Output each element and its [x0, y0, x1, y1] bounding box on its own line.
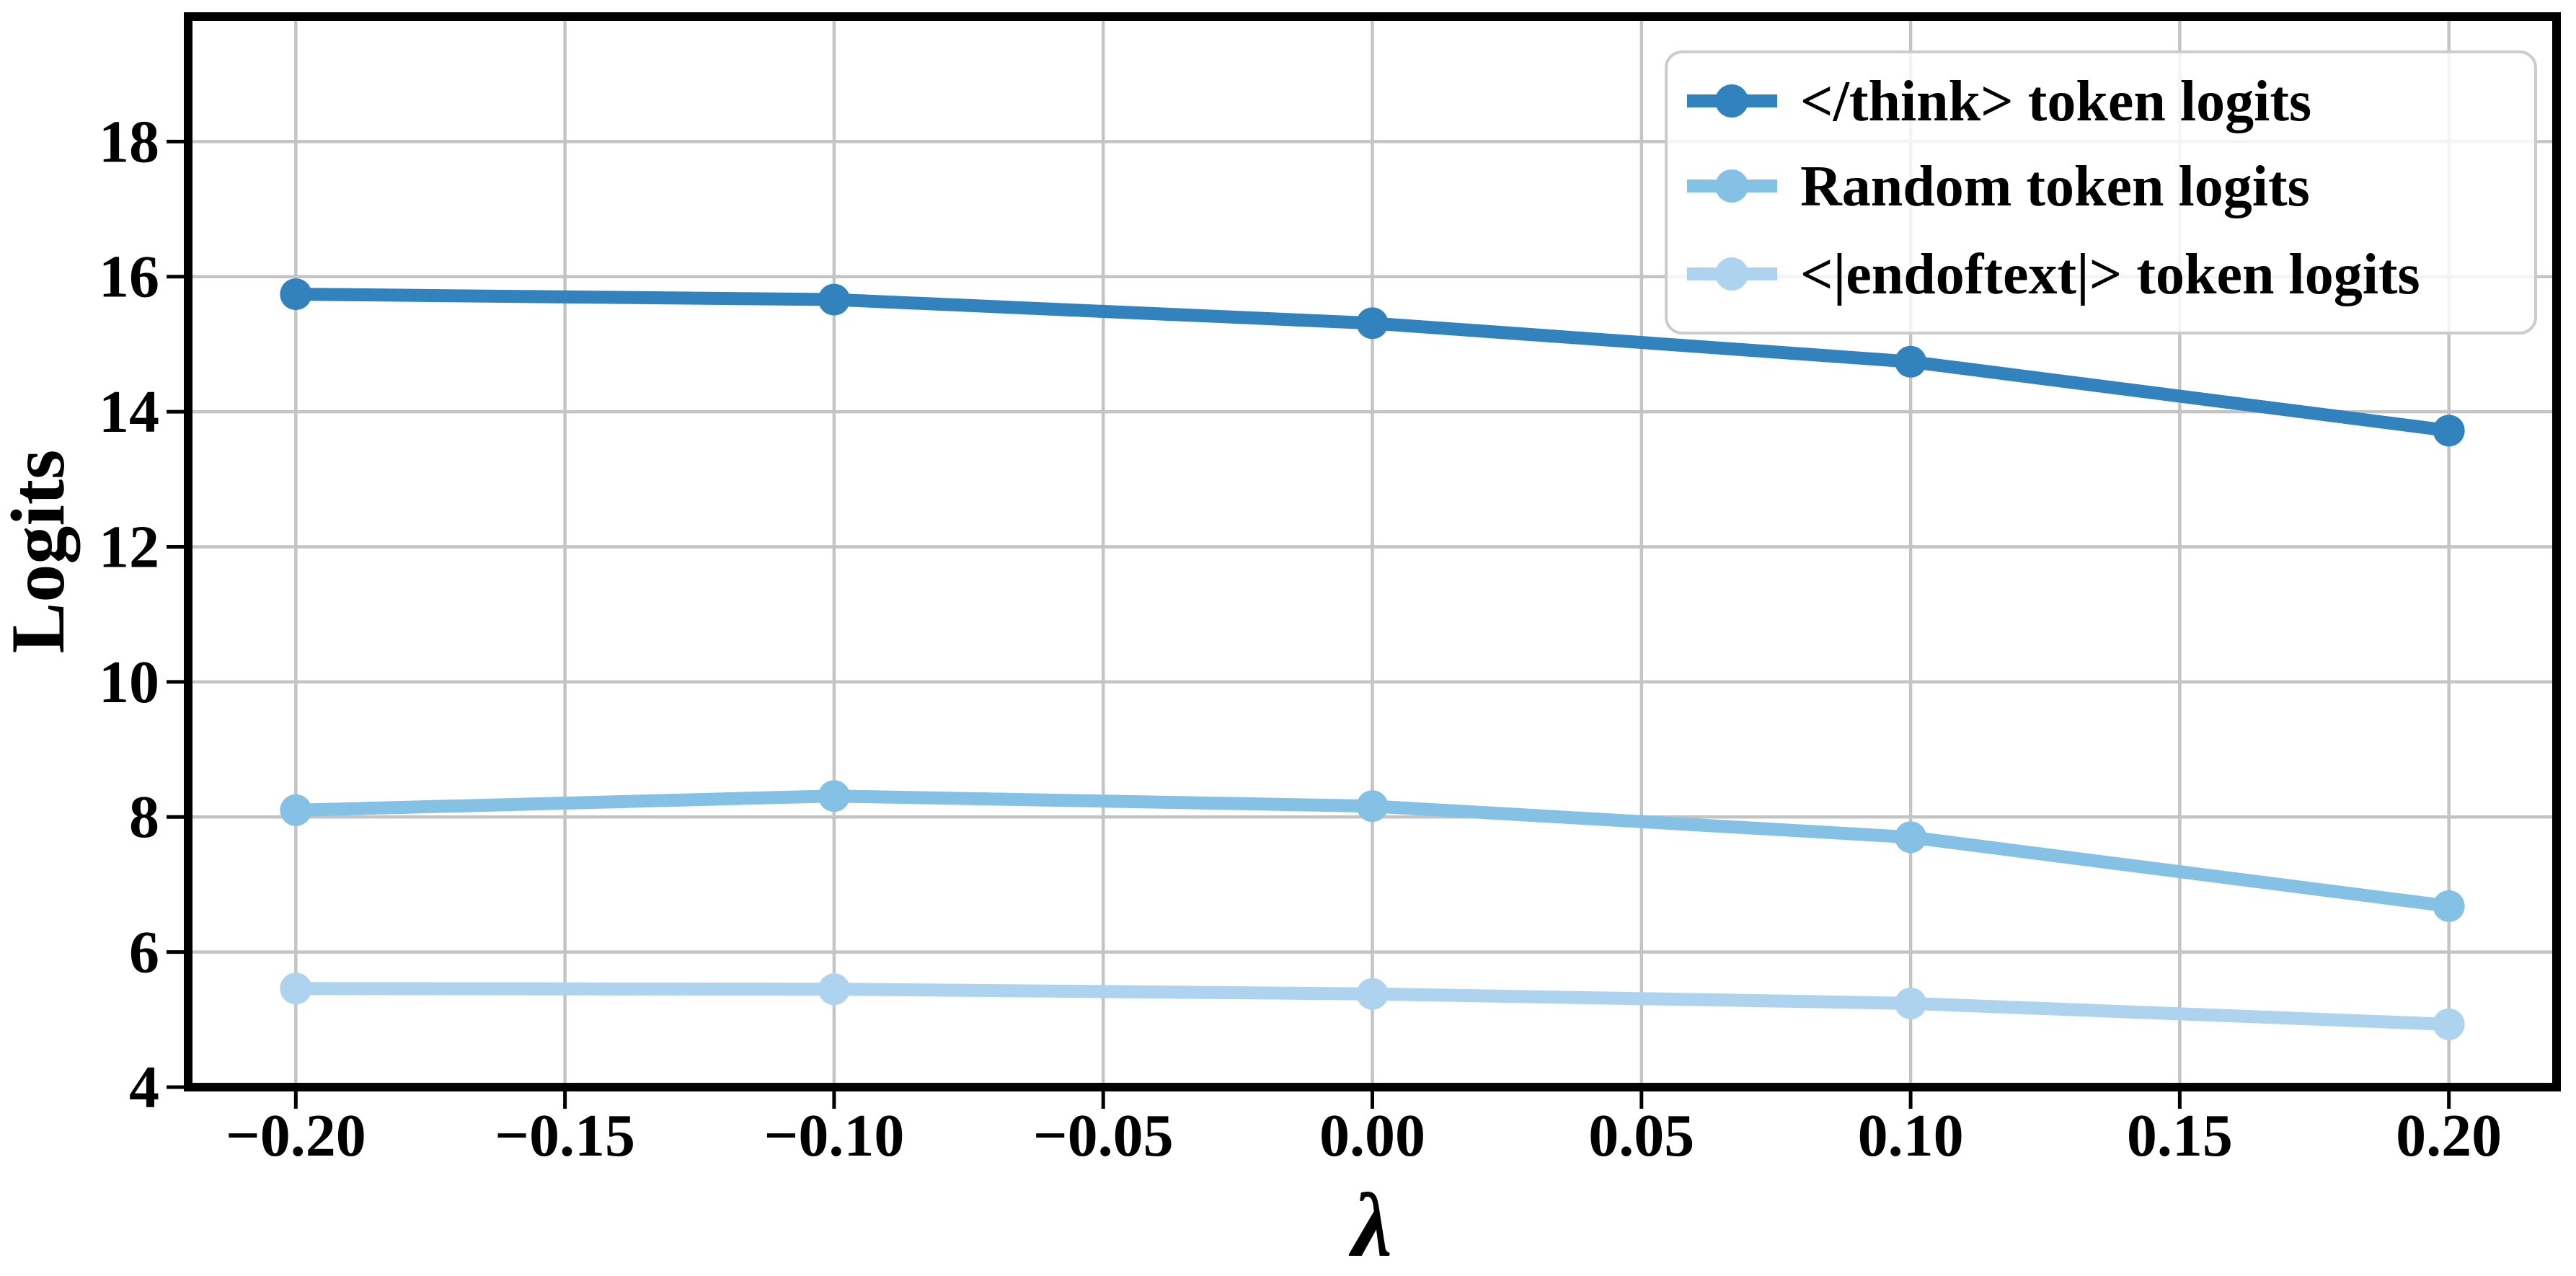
x-tick-label: 0.20	[2396, 1102, 2502, 1169]
data-point	[1895, 821, 1927, 854]
data-point	[280, 972, 312, 1005]
chart-render-root: −0.20 −0.15 −0.10 −0.05 0.00 0.05 0.10 0.15 0.20…	[99, 12, 2561, 1169]
legend-box	[1665, 50, 2537, 334]
x-axis-label: λ	[1348, 1176, 1392, 1276]
legend-marker	[1715, 169, 1748, 203]
series-markers-0	[280, 278, 2465, 447]
legend: </think> token logits Random token logits…	[1665, 50, 2537, 334]
y-tick-label: 6	[129, 919, 159, 986]
series-markers-2	[280, 972, 2465, 1040]
legend-marker	[1715, 257, 1748, 291]
data-point	[1895, 345, 1927, 378]
y-axis-label: Logits	[0, 450, 80, 654]
data-point	[2433, 1008, 2465, 1040]
x-tick-label: 0.10	[1858, 1102, 1964, 1169]
x-tick-label: −0.10	[763, 1102, 904, 1169]
legend-label: <|endoftext|> token logits	[1800, 243, 2420, 306]
data-point	[1895, 987, 1927, 1019]
x-tick-label: 0.00	[1319, 1102, 1425, 1169]
x-tick-label: −0.05	[1033, 1102, 1174, 1169]
y-tick-label: 18	[99, 108, 159, 175]
legend-marker	[1715, 84, 1748, 118]
series-markers-1	[280, 780, 2465, 922]
data-point	[818, 973, 850, 1006]
y-tick-label: 14	[99, 378, 159, 446]
y-tick-label: 8	[129, 784, 159, 851]
y-tick-label: 16	[99, 244, 159, 311]
x-tick-label: 0.15	[2127, 1102, 2233, 1169]
y-tick-label: 10	[99, 649, 159, 716]
legend-label: Random token logits	[1800, 155, 2310, 218]
legend-label: </think> token logits	[1800, 70, 2311, 133]
y-tick-label: 12	[99, 513, 159, 580]
x-ticks	[293, 1091, 2451, 1109]
data-point	[1356, 307, 1389, 340]
data-point	[280, 278, 312, 311]
data-point	[2433, 890, 2465, 922]
data-point	[818, 283, 850, 316]
data-point	[1356, 978, 1389, 1010]
y-ticks	[167, 139, 184, 1089]
x-tick-label: 0.05	[1588, 1102, 1694, 1169]
data-point	[818, 780, 850, 812]
axes-frame	[184, 12, 2561, 1091]
data-point	[2433, 415, 2465, 447]
data-point	[280, 794, 312, 826]
y-tick-label: 4	[129, 1054, 159, 1121]
x-tick-label: −0.20	[226, 1102, 366, 1169]
x-tick-label: −0.15	[495, 1102, 635, 1169]
data-point	[1356, 790, 1389, 823]
